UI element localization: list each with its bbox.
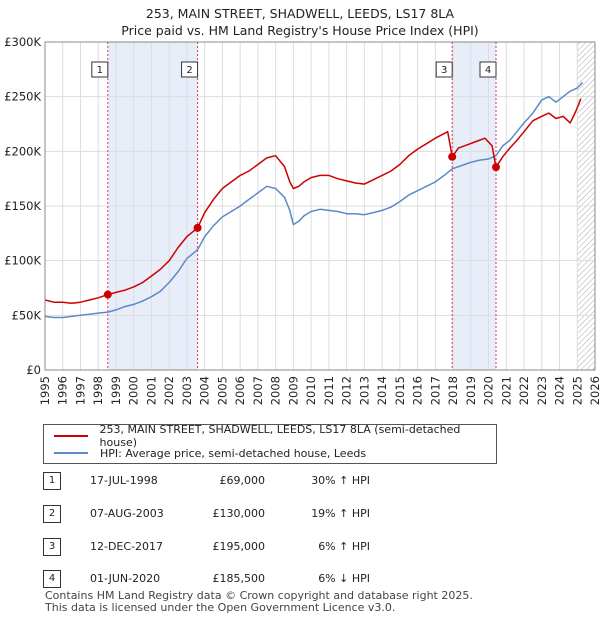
sale-date: 17-JUL-1998 — [90, 474, 158, 487]
sale-marker-label: 4 — [485, 65, 491, 76]
x-tick-label: 1997 — [73, 376, 87, 405]
y-tick-label: £300K — [4, 35, 41, 49]
sale-date: 12-DEC-2017 — [90, 540, 164, 553]
sale-row: 4 01-JUN-2020 £185,500 6% ↓ HPI — [0, 568, 600, 590]
x-tick-label: 2000 — [127, 376, 141, 405]
sale-marker-box — [479, 61, 497, 78]
x-tick-label: 2008 — [269, 376, 283, 405]
sale-price: £195,000 — [212, 540, 266, 553]
x-tick-label: 2026 — [588, 376, 600, 405]
chart-title-line1: 253, MAIN STREET, SHADWELL, LEEDS, LS17 … — [145, 6, 455, 21]
hpi-line — [44, 81, 584, 319]
x-tick-label: 2025 — [570, 376, 584, 405]
sale-price: £130,000 — [212, 507, 266, 520]
x-tick-label: 1995 — [38, 376, 52, 405]
sale-marker-label: 3 — [441, 65, 447, 76]
legend-label-hpi: HPI: Average price, semi-detached house,… — [100, 446, 367, 460]
x-tick-label: 2011 — [322, 376, 336, 405]
x-tick-label: 2019 — [464, 376, 478, 405]
sale-date: 07-AUG-2003 — [90, 507, 164, 520]
x-tick-label: 2007 — [251, 376, 265, 405]
y-tick-label: £150K — [4, 199, 41, 213]
price-chart: 1 2 3 4 £0 £50K £100K £150K £200K £250K £300K 199… — [4, 35, 600, 405]
sale-point — [492, 163, 500, 172]
x-tick-label: 2015 — [393, 376, 407, 405]
x-tick-label: 2010 — [304, 376, 318, 405]
sale-hpi-diff: 6% ↑ HPI — [318, 540, 370, 553]
sale-marker-box — [181, 61, 199, 78]
footer-notice: Contains HM Land Registry data © Crown c… — [45, 590, 473, 614]
sale-row: 3 12-DEC-2017 £195,000 6% ↑ HPI — [0, 536, 600, 558]
sale-number-badge: 4 — [43, 570, 61, 588]
sale-point — [103, 290, 112, 299]
x-tick-label: 2001 — [144, 376, 158, 405]
sale-date: 01-JUN-2020 — [90, 572, 161, 585]
chart-title-line2: Price paid vs. HM Land Registry's House … — [121, 23, 479, 38]
legend-item-hpi: HPI: Average price, semi-detached house,… — [54, 445, 366, 461]
sale-row: 1 17-JUL-1998 £69,000 30% ↑ HPI — [0, 470, 600, 492]
sale-price: £185,500 — [212, 572, 266, 585]
sale-row: 2 07-AUG-2003 £130,000 19% ↑ HPI — [0, 503, 600, 525]
footer-licence: This data is licensed under the Open Gov… — [45, 601, 396, 614]
legend-item-property: 253, MAIN STREET, SHADWELL, LEEDS, LS17 … — [54, 423, 496, 449]
legend-swatch-property — [54, 435, 88, 437]
x-tick-label: 1998 — [91, 376, 105, 405]
plot-frame — [44, 41, 596, 371]
y-tick-label: £200K — [4, 144, 41, 158]
x-tick-label: 2006 — [233, 376, 247, 405]
sale-hpi-diff: 19% ↑ HPI — [311, 507, 370, 520]
legend-swatch-hpi — [54, 452, 88, 454]
sale-marker-box — [435, 61, 453, 78]
sale-hpi-diff: 6% ↓ HPI — [318, 572, 370, 585]
sale-marker-label: 2 — [186, 65, 192, 76]
chart-legend: 253, MAIN STREET, SHADWELL, LEEDS, LS17 … — [43, 423, 497, 464]
x-tick-label: 2016 — [411, 376, 425, 405]
y-tick-label: £50K — [12, 308, 42, 322]
x-tick-label: 2014 — [375, 376, 389, 405]
x-tick-label: 2005 — [215, 376, 229, 405]
y-tick-label: £250K — [4, 90, 41, 104]
x-tick-label: 2009 — [286, 376, 300, 405]
x-tick-label: 2021 — [499, 376, 513, 405]
sale-price: £69,000 — [219, 474, 266, 487]
x-tick-label: 1999 — [109, 376, 123, 405]
x-tick-label: 2018 — [446, 376, 460, 405]
sale-number-badge: 1 — [43, 472, 61, 490]
y-tick-label: £0 — [26, 363, 41, 377]
sale-hpi-diff: 30% ↑ HPI — [311, 474, 370, 487]
y-tick-label: £100K — [4, 254, 41, 268]
x-tick-label: 2022 — [517, 376, 531, 405]
x-tick-label: 1996 — [56, 376, 70, 405]
x-tick-label: 2003 — [180, 376, 194, 405]
x-tick-label: 2023 — [535, 376, 549, 405]
sale-marker-box — [91, 61, 109, 78]
sale-number-badge: 3 — [43, 538, 61, 556]
sale-point — [193, 223, 202, 232]
x-tick-label: 2020 — [482, 376, 496, 405]
sale-number-badge: 2 — [43, 505, 61, 523]
x-tick-label: 2002 — [162, 376, 176, 405]
sale-point — [448, 152, 457, 161]
x-tick-label: 2004 — [198, 376, 212, 405]
sale-marker-label: 1 — [97, 65, 103, 76]
x-tick-label: 2013 — [357, 376, 371, 405]
footer-copyright: Contains HM Land Registry data © Crown c… — [45, 589, 473, 602]
legend-label-property: 253, MAIN STREET, SHADWELL, LEEDS, LS17 … — [99, 423, 461, 449]
x-tick-label: 2012 — [340, 376, 354, 405]
property-price-line — [44, 98, 582, 305]
x-tick-label: 2017 — [428, 376, 442, 405]
x-tick-label: 2024 — [553, 376, 567, 405]
